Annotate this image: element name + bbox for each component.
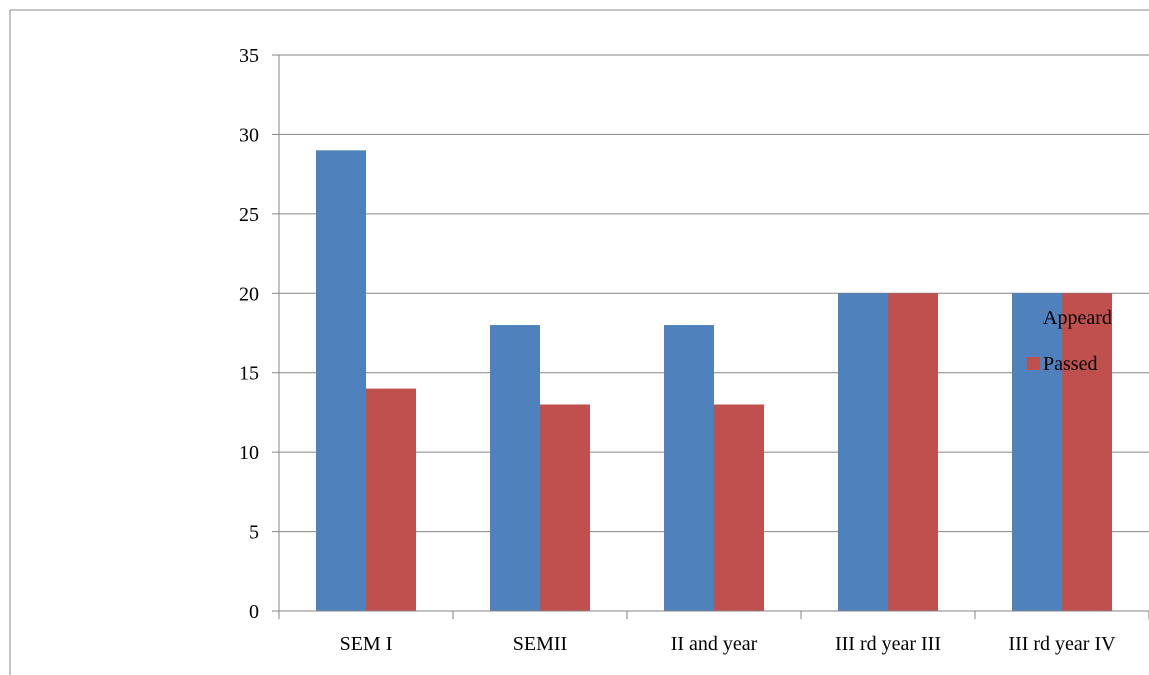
x-category-label: III rd year III [835, 633, 941, 655]
y-tick-label: 25 [239, 204, 259, 226]
y-tick-label: 15 [239, 363, 259, 385]
bar-appeard [316, 150, 366, 612]
x-category-label: SEMII [513, 633, 567, 655]
legend-swatch-appeard [1027, 311, 1040, 324]
y-tick-label: 35 [239, 45, 259, 67]
bar-appeard [490, 325, 540, 611]
legend-label-passed: Passed [1043, 353, 1097, 375]
y-tick-label: 30 [239, 124, 259, 146]
bar-passed [1062, 293, 1112, 611]
bar-passed [714, 404, 764, 611]
legend-swatch-passed [1027, 357, 1040, 370]
bar-appeard [664, 325, 714, 611]
bar-passed [366, 388, 416, 611]
y-tick-label: 0 [249, 601, 259, 623]
bar-appeard [838, 293, 888, 611]
y-tick-label: 5 [249, 522, 259, 544]
bar-appeard [1012, 293, 1062, 611]
y-tick-label: 10 [239, 442, 259, 464]
legend-label-appeard: Appeard [1043, 307, 1112, 329]
x-category-label: II and year [671, 633, 758, 655]
legend: Appeard Passed [1027, 307, 1112, 375]
axes [272, 54, 1149, 619]
x-category-label: III rd year IV [1008, 633, 1116, 655]
axis-labels: 0 5 10 15 20 25 30 35 SEM I SEMII II and year III r… [239, 45, 1116, 655]
bar-passed [540, 404, 590, 611]
x-category-label: SEM I [340, 633, 393, 655]
y-tick-label: 20 [239, 283, 259, 305]
bar-passed [888, 293, 938, 611]
bars [316, 150, 1112, 612]
